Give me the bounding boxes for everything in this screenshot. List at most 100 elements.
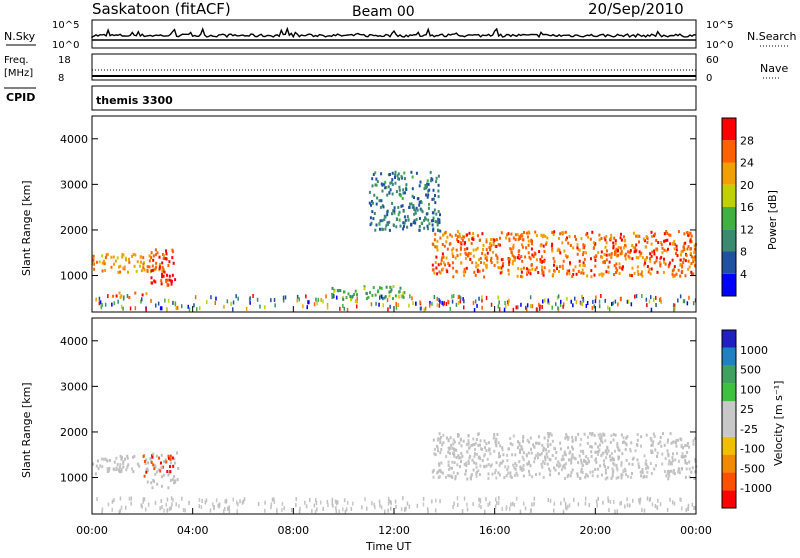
velocity-cell — [625, 473, 627, 476]
power-cell — [415, 217, 418, 221]
velocity-cell — [514, 462, 517, 466]
power-cell — [610, 252, 613, 256]
velocity-cell — [636, 458, 639, 462]
power-cell — [641, 294, 643, 298]
power-cell — [374, 228, 377, 232]
power-cell — [519, 237, 522, 240]
velocity-cell — [596, 452, 599, 456]
power-cell — [545, 242, 547, 246]
power-cell — [568, 272, 571, 276]
power-cell — [434, 201, 437, 205]
velocity-cell — [507, 471, 510, 475]
velocity-cell — [578, 454, 581, 458]
power-cell — [463, 247, 466, 251]
power-cell — [400, 294, 403, 299]
power-cell — [394, 294, 397, 298]
velocity-cell — [510, 502, 512, 507]
velocity-cell — [541, 443, 544, 447]
power-cell — [500, 231, 503, 235]
power-cell — [388, 290, 391, 294]
power-cell — [636, 234, 639, 238]
velocity-cell — [106, 467, 109, 471]
power-cell — [638, 240, 640, 244]
power-cell — [486, 258, 488, 262]
velocity-cell — [553, 446, 556, 450]
power-cell — [543, 260, 546, 264]
power-cell — [399, 194, 402, 198]
power-cell — [481, 298, 483, 303]
power-cell — [412, 221, 415, 225]
power-cell — [98, 301, 101, 306]
power-cell — [490, 261, 493, 265]
velocity-cell — [568, 503, 571, 508]
power-cell — [412, 301, 414, 306]
power-cell — [559, 232, 562, 236]
power-cell — [527, 268, 530, 272]
velocity-cell — [595, 499, 598, 504]
power-cell — [566, 255, 569, 259]
velocity-cell — [122, 465, 125, 469]
power-cell — [430, 219, 433, 223]
velocity-cell — [601, 452, 604, 456]
velocity-cell — [144, 459, 146, 463]
velocity-cell — [515, 464, 518, 467]
velocity-colorbar-segment — [722, 490, 736, 508]
velocity-cell — [465, 464, 468, 467]
power-cell — [545, 241, 548, 245]
velocity-cell — [672, 469, 675, 473]
power-cell — [145, 307, 147, 312]
freq-left-tick-bottom: 8 — [58, 73, 64, 84]
power-cell — [529, 304, 532, 309]
power-cell — [689, 231, 692, 235]
velocity-cell — [290, 508, 293, 512]
power-cell — [162, 269, 165, 273]
power-cell — [374, 293, 377, 297]
velocity-cell — [567, 436, 570, 440]
power-cell — [578, 259, 581, 263]
power-cell — [620, 238, 623, 242]
power-cell — [610, 233, 613, 237]
velocity-cell — [432, 438, 435, 442]
velocity-cell — [666, 440, 669, 444]
velocity-cell — [182, 508, 185, 512]
power-cell — [629, 273, 631, 277]
velocity-cell — [97, 467, 100, 470]
power-cell — [595, 255, 598, 259]
velocity-cell — [559, 464, 562, 468]
power-cell — [638, 250, 641, 254]
power-cell — [401, 204, 404, 208]
velocity-cell — [643, 474, 646, 478]
power-cell — [378, 199, 381, 203]
power-cell — [438, 270, 441, 274]
power-cell — [426, 227, 429, 231]
velocity-cell — [509, 474, 512, 478]
velocity-cell — [630, 441, 633, 445]
power-cell — [521, 275, 524, 279]
velocity-cell — [686, 450, 689, 454]
power-cell — [682, 299, 685, 304]
velocity-cell — [144, 507, 147, 512]
power-cell — [600, 272, 603, 276]
noise-left-label: N.Sky — [4, 30, 36, 43]
velocity-cell — [458, 456, 461, 460]
velocity-cell — [437, 449, 439, 453]
velocity-cell — [433, 447, 436, 451]
velocity-cell — [503, 476, 506, 480]
power-cell — [176, 305, 179, 310]
power-cell — [543, 266, 546, 270]
power-cell — [507, 268, 510, 272]
power-cell — [511, 253, 514, 257]
power-cell — [663, 257, 665, 261]
velocity-cell — [163, 508, 165, 513]
power-cell — [380, 172, 383, 176]
power-cell — [490, 302, 493, 307]
power-cell — [402, 188, 405, 192]
velocity-cell — [434, 453, 437, 457]
power-cell — [380, 286, 383, 290]
power-cell — [386, 298, 389, 303]
velocity-cell — [667, 454, 670, 458]
power-cell — [605, 270, 608, 274]
power-cell — [463, 273, 466, 277]
power-cell — [199, 306, 201, 311]
velocity-cell — [273, 500, 276, 504]
